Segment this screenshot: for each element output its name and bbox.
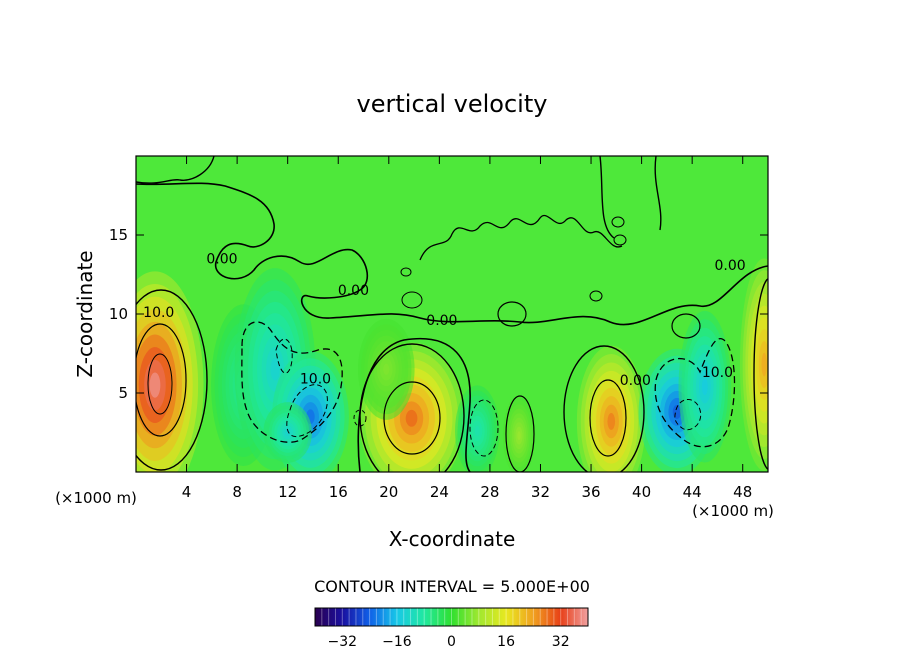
positive-contour-right-outer <box>563 345 645 472</box>
small-contour-7 <box>353 409 367 427</box>
positive-contour-right-edge <box>753 277 768 471</box>
x-tick-label: 28 <box>480 483 499 501</box>
small-contour-2 <box>671 313 701 339</box>
colorbar-tick-label: 32 <box>552 634 570 650</box>
x-tick-label: 12 <box>278 483 297 501</box>
y-tick-label: 5 <box>118 384 128 402</box>
upper-edge-contour <box>136 156 215 184</box>
velocity-cell-band <box>270 358 280 381</box>
y-tick-label: 10 <box>109 305 128 323</box>
contour-value-label: 0.00 <box>714 258 745 274</box>
velocity-cell-band <box>607 413 616 430</box>
x-tick-label: 20 <box>379 483 398 501</box>
small-contour-8 <box>589 290 603 302</box>
velocity-cell-band <box>761 352 767 377</box>
positive-contour-right-inner <box>589 379 627 457</box>
positive-contour-left-inner <box>136 323 187 437</box>
velocity-cell <box>136 271 204 472</box>
y-tick-label: 15 <box>109 226 128 244</box>
velocity-cell <box>739 258 768 471</box>
velocity-cell-band <box>474 425 480 436</box>
ragged-top-contour <box>419 215 623 261</box>
contour-value-label: 0.00 <box>426 313 457 329</box>
contour-value-label: 10.0 <box>300 372 331 388</box>
y-axis-ticks: 5 10 15 <box>109 226 768 402</box>
colorbar-fill <box>315 608 588 626</box>
x-unit-label-left: (×1000 m) <box>55 489 137 507</box>
colorbar-tick-label: −32 <box>328 634 358 650</box>
positive-contour-left-core <box>147 353 173 415</box>
negative-contour-left <box>241 321 343 443</box>
positive-contour-center-inner <box>383 381 441 455</box>
colorbar: −32 −16 0 16 32 <box>314 607 589 650</box>
velocity-cell <box>576 345 646 472</box>
velocity-cell-band <box>701 378 708 396</box>
contour-value-label: 10.0 <box>702 365 733 381</box>
x-tick-label: 16 <box>329 483 348 501</box>
zero-contour-upper <box>136 182 768 326</box>
velocity-cell-band <box>405 409 418 427</box>
velocity-cell <box>678 310 732 463</box>
small-contour-6 <box>613 234 627 246</box>
small-contour-5 <box>611 216 625 228</box>
negative-contour-left-inner <box>275 338 328 438</box>
velocity-cell-band <box>383 363 390 375</box>
x-axis-title: X-coordinate <box>389 527 516 551</box>
contour-value-label: 0.00 <box>338 283 369 299</box>
positive-contour-center-right <box>505 395 535 472</box>
contour-value-label: 10.0 <box>143 305 174 321</box>
negative-contour-right <box>654 338 736 448</box>
contour-value-label: 0.00 <box>206 251 237 267</box>
small-contour-3 <box>401 291 423 309</box>
small-contour-4 <box>400 267 412 277</box>
zero-contour-center-left <box>357 337 471 472</box>
contour-interval-label: CONTOUR INTERVAL = 5.000E+00 <box>314 577 590 596</box>
colorbar-frame <box>314 607 589 627</box>
x-tick-label: 4 <box>182 483 192 501</box>
x-unit-label-right: (×1000 m) <box>692 502 774 520</box>
x-tick-label: 8 <box>232 483 242 501</box>
y-axis-title: Z-coordinate <box>73 250 97 377</box>
velocity-cell <box>263 402 312 463</box>
colorbar-tick-label: 0 <box>447 634 456 650</box>
velocity-cell <box>502 395 536 472</box>
small-contour-1 <box>497 301 527 327</box>
colorbar-tick-label: −16 <box>382 634 412 650</box>
x-tick-label: 48 <box>733 483 752 501</box>
contour-labels: 10.0 0.00 0.00 10.0 0.00 0.00 0.00 10.0 <box>143 251 745 389</box>
velocity-cell-band <box>149 372 161 398</box>
velocity-cell-band <box>284 429 291 436</box>
x-axis-ticks: 4 8 12 16 20 24 28 32 36 40 44 48 <box>182 156 752 501</box>
chart-title: vertical velocity <box>357 90 548 118</box>
x-tick-label: 40 <box>632 483 651 501</box>
x-tick-label: 24 <box>430 483 449 501</box>
upper-right-contour <box>599 156 662 239</box>
colorbar-stripes <box>321 608 582 626</box>
negative-contour-center <box>469 399 499 457</box>
velocity-cell-band <box>517 431 521 441</box>
x-tick-label: 44 <box>683 483 702 501</box>
colorbar-tick-label: 16 <box>497 634 515 650</box>
positive-contour-left-outer <box>136 289 208 471</box>
velocity-cell <box>455 385 500 472</box>
x-tick-label: 36 <box>581 483 600 501</box>
contour-value-label: 0.00 <box>620 373 651 389</box>
colorbar-tick-labels: −32 −16 0 16 32 <box>328 634 570 650</box>
negative-contour-right-inner <box>674 399 702 431</box>
contour-lines <box>136 156 768 472</box>
x-tick-label: 32 <box>531 483 550 501</box>
